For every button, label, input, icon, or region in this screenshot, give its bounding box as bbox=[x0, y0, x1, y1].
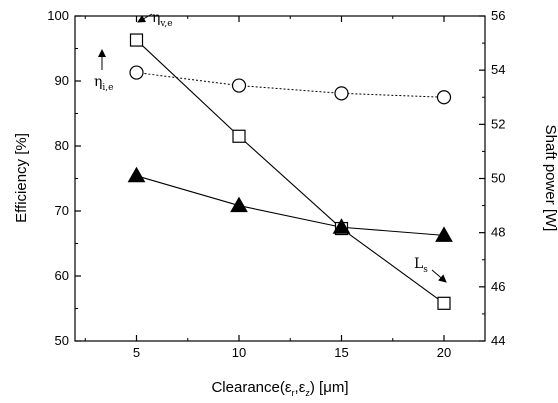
data-point-circle bbox=[231, 78, 247, 93]
annotation-label-eta-ve: ηv,e bbox=[152, 10, 173, 29]
x-axis-title: Clearance(εr,εz) [μm] bbox=[211, 379, 348, 398]
y-tick-label: 70 bbox=[55, 203, 69, 218]
data-point-square bbox=[437, 296, 451, 310]
data-point-triangle bbox=[127, 166, 146, 183]
data-point-circle bbox=[129, 65, 144, 80]
x-tick-label: 5 bbox=[133, 345, 140, 360]
y-tick-label: 80 bbox=[55, 138, 69, 153]
data-point-triangle bbox=[435, 226, 453, 242]
annotation-label-eta-ie: ηi,e bbox=[94, 74, 113, 93]
x-tick-label: 20 bbox=[437, 345, 451, 360]
annotation-arrow-eta-ve bbox=[137, 13, 153, 23]
data-point-square bbox=[232, 129, 246, 143]
y2-tick-label: 52 bbox=[491, 116, 505, 131]
annotation-eta-ve: ηv,e bbox=[137, 10, 173, 29]
annotation-arrow-ls bbox=[431, 269, 447, 283]
series-layer bbox=[136, 39, 445, 304]
annotation-eta-ie: ηi,e bbox=[94, 49, 113, 93]
x-tick-label: 15 bbox=[334, 345, 348, 360]
series-line-3 bbox=[136, 175, 445, 236]
x-tick-label: 10 bbox=[232, 345, 246, 360]
annotation-ls: Ls bbox=[414, 256, 447, 283]
markers-layer bbox=[127, 33, 453, 310]
data-point-triangle bbox=[230, 196, 248, 213]
y2-tick-label: 44 bbox=[491, 333, 505, 348]
y-tick-label: 90 bbox=[55, 73, 69, 88]
y2-tick-label: 48 bbox=[491, 225, 505, 240]
series-line-1 bbox=[136, 39, 445, 304]
ticks-layer: 5 10 15 20 50 60 70 80 90 100 44 46 48 50 52 54 56 bbox=[47, 8, 505, 360]
y-axis-title: Efficiency [%] bbox=[13, 133, 30, 223]
y2-axis-title: Shaft power [W] bbox=[542, 125, 558, 232]
data-point-triangle bbox=[332, 218, 351, 234]
data-point-square bbox=[129, 33, 144, 47]
y2-tick-label: 46 bbox=[491, 279, 505, 294]
series-line-2 bbox=[136, 72, 445, 98]
y-tick-label: 100 bbox=[47, 8, 69, 23]
y-tick-label: 50 bbox=[55, 333, 69, 348]
y2-tick-label: 50 bbox=[491, 171, 505, 186]
y2-tick-label: 56 bbox=[491, 8, 505, 23]
annotation-label-ls: Ls bbox=[414, 256, 428, 275]
y2-tick-label: 54 bbox=[491, 62, 505, 77]
y-tick-label: 60 bbox=[55, 268, 69, 283]
data-point-circle bbox=[436, 90, 452, 105]
data-point-circle bbox=[334, 86, 349, 101]
